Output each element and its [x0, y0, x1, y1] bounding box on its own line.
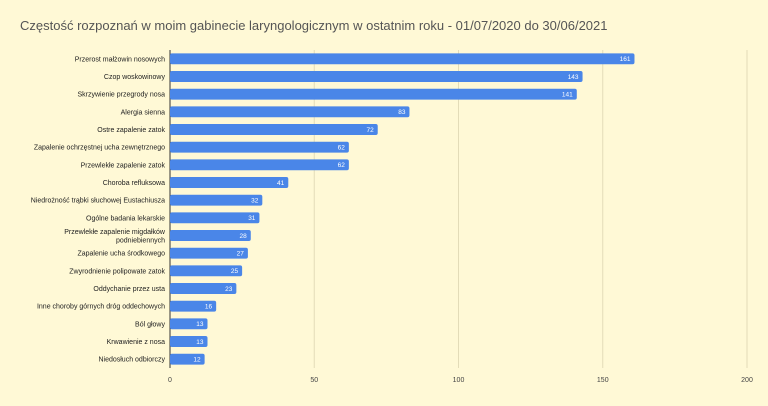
bar-layer: 161 143 141 83 72 62 62 41 32 31 28 27 25 23 16 13 13 12 — [170, 53, 635, 365]
grid-layer — [169, 50, 748, 368]
bar — [170, 300, 217, 312]
category-label: Przewlekłe zapalenie zatok — [81, 162, 166, 169]
bar — [170, 124, 378, 135]
category-label: podniebiennych — [116, 237, 165, 244]
category-label: Ból głowy — [135, 321, 165, 328]
x-tick-label: 150 — [597, 377, 609, 384]
x-tick-label: 200 — [741, 377, 753, 384]
category-label: Niedrożność trąbki słuchowej Eustachiusz… — [31, 198, 165, 205]
data-label: 62 — [338, 162, 346, 169]
x-axis-tick-layer: 0 50 100 150 200 — [168, 377, 753, 384]
category-label: Ogólne badania lekarskie — [86, 215, 165, 222]
bar — [170, 71, 583, 82]
data-label: 23 — [225, 286, 233, 293]
category-label: Zwyrodnienie polipowate zatok — [69, 268, 165, 275]
bar — [170, 336, 208, 347]
bar — [170, 53, 635, 65]
bar — [170, 106, 410, 118]
data-label: 27 — [237, 250, 245, 257]
data-label: 16 — [205, 303, 213, 310]
data-label: 143 — [568, 74, 579, 81]
bar — [170, 265, 243, 277]
category-label: Ostre zapalenie zatok — [97, 127, 165, 134]
data-label: 28 — [240, 233, 248, 240]
data-label: 25 — [231, 268, 239, 275]
bar — [170, 212, 260, 224]
chart-title: Częstość rozpoznań w moim gabinecie lary… — [20, 18, 608, 33]
data-label: 72 — [366, 127, 374, 134]
category-label: Inne choroby górnych dróg oddechowych — [37, 304, 165, 311]
bar — [170, 230, 251, 241]
data-label: 32 — [251, 197, 259, 204]
bar — [170, 318, 208, 330]
category-label: Choroba refluksowa — [103, 180, 165, 187]
category-label: Skrzywienie przegrody nosa — [77, 92, 165, 99]
category-label: Alergia sienna — [121, 109, 165, 116]
category-label: Zapalenie ochrzęstnej ucha zewnętrznego — [34, 145, 165, 152]
category-label: Czop woskowinowy — [104, 74, 166, 81]
data-label: 161 — [620, 56, 631, 63]
bar — [170, 177, 289, 188]
data-label: 12 — [193, 356, 201, 363]
data-label: 31 — [248, 215, 256, 222]
category-label: Oddychanie przez usta — [93, 286, 165, 293]
data-label: 41 — [277, 180, 285, 187]
bar — [170, 88, 577, 100]
category-label: Niedosłuch odbiorczy — [98, 357, 165, 364]
x-tick-label: 100 — [453, 377, 465, 384]
data-label: 62 — [338, 144, 346, 151]
category-label: Przewlekłe zapalenie migdałków — [64, 229, 166, 236]
category-label: Przerost małżowin nosowych — [75, 56, 165, 63]
x-tick-label: 50 — [310, 377, 318, 384]
category-label: Krwawienie z nosa — [107, 339, 165, 346]
data-label: 141 — [562, 91, 573, 98]
category-label: Zapalenie ucha środkowego — [77, 251, 165, 258]
bar — [170, 194, 263, 206]
bar — [170, 283, 237, 294]
x-tick-label: 0 — [168, 377, 172, 384]
category-label-layer: Przerost małżowin nosowych Czop woskowino… — [31, 56, 166, 363]
bar — [170, 353, 205, 365]
bar — [170, 247, 248, 259]
bar — [170, 159, 349, 171]
data-label: 13 — [196, 339, 204, 346]
bar — [170, 141, 349, 153]
data-label: 83 — [398, 109, 406, 116]
data-label: 13 — [196, 321, 204, 328]
